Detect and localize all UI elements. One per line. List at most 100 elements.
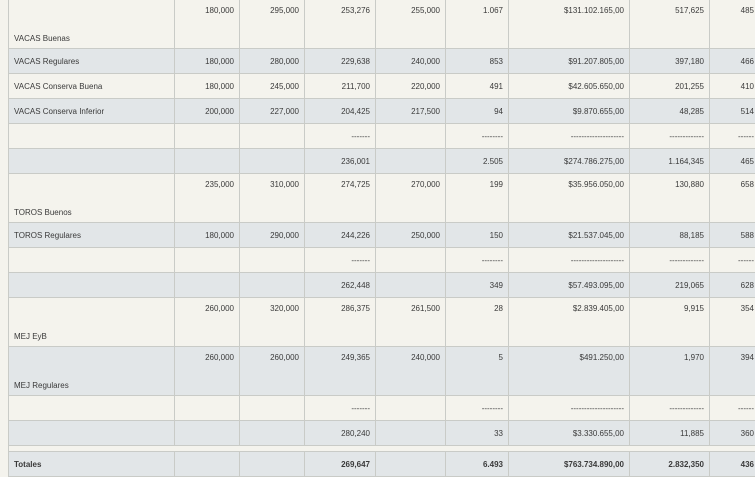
- avg-weight-cell: 354: [710, 298, 755, 347]
- min-price-cell: [175, 149, 240, 174]
- avg-weight-cell: 465: [710, 149, 755, 174]
- mode-price-cell: 261,500: [376, 298, 446, 347]
- category-cell: VACAS Regulares: [9, 49, 175, 74]
- category-cell: Totales: [9, 452, 175, 477]
- min-price-cell: [175, 124, 240, 149]
- category-cell: [9, 124, 175, 149]
- kilos-cell: 2.832,350: [630, 452, 710, 477]
- max-price-cell: 310,000: [240, 174, 305, 223]
- avg-price-cell: 236,001: [305, 149, 376, 174]
- category-cell: [9, 248, 175, 273]
- separator-row: ----------------------------------------…: [9, 248, 755, 273]
- amount-cell: $274.786.275,00: [509, 149, 630, 174]
- min-price-cell: 180,000: [175, 0, 240, 49]
- amount-cell: $21.537.045,00: [509, 223, 630, 248]
- amount-cell: --------------------: [509, 396, 630, 421]
- min-price-cell: 180,000: [175, 49, 240, 74]
- head-count-cell: 491: [446, 74, 509, 99]
- avg-price-cell: -------: [305, 124, 376, 149]
- max-price-cell: 260,000: [240, 347, 305, 396]
- avg-weight-cell: 436: [710, 452, 755, 477]
- kilos-cell: 1.164,345: [630, 149, 710, 174]
- kilos-cell: 219,065: [630, 273, 710, 298]
- amount-cell: $131.102.165,00: [509, 0, 630, 49]
- mode-price-cell: [376, 396, 446, 421]
- max-price-cell: 280,000: [240, 49, 305, 74]
- kilos-cell: 397,180: [630, 49, 710, 74]
- category-cell: TOROS Buenos: [9, 174, 175, 223]
- category-cell: [9, 396, 175, 421]
- mode-price-cell: 220,000: [376, 74, 446, 99]
- category-cell: [9, 273, 175, 298]
- max-price-cell: 320,000: [240, 298, 305, 347]
- amount-cell: $491.250,00: [509, 347, 630, 396]
- head-count-cell: 150: [446, 223, 509, 248]
- kilos-cell: 9,915: [630, 298, 710, 347]
- avg-price-cell: 211,700: [305, 74, 376, 99]
- mode-price-cell: 255,000: [376, 0, 446, 49]
- min-price-cell: 260,000: [175, 347, 240, 396]
- mode-price-cell: [376, 248, 446, 273]
- max-price-cell: 295,000: [240, 0, 305, 49]
- head-count-cell: 6.493: [446, 452, 509, 477]
- avg-weight-cell: 658: [710, 174, 755, 223]
- avg-weight-cell: 514: [710, 99, 755, 124]
- amount-cell: $763.734.890,00: [509, 452, 630, 477]
- avg-weight-cell: ------: [710, 248, 755, 273]
- avg-price-cell: 229,638: [305, 49, 376, 74]
- separator-row: ----------------------------------------…: [9, 396, 755, 421]
- separator-row: ----------------------------------------…: [9, 124, 755, 149]
- avg-price-cell: 262,448: [305, 273, 376, 298]
- mode-price-cell: 240,000: [376, 49, 446, 74]
- head-count-cell: 28: [446, 298, 509, 347]
- avg-weight-cell: 485: [710, 0, 755, 49]
- max-price-cell: [240, 149, 305, 174]
- mode-price-cell: [376, 273, 446, 298]
- mode-price-cell: 270,000: [376, 174, 446, 223]
- mode-price-cell: [376, 149, 446, 174]
- kilos-cell: 88,185: [630, 223, 710, 248]
- min-price-cell: [175, 273, 240, 298]
- kilos-cell: -------------: [630, 124, 710, 149]
- min-price-cell: 260,000: [175, 298, 240, 347]
- head-count-cell: 853: [446, 49, 509, 74]
- amount-cell: $42.605.650,00: [509, 74, 630, 99]
- mode-price-cell: 240,000: [376, 347, 446, 396]
- avg-weight-cell: 394: [710, 347, 755, 396]
- kilos-cell: -------------: [630, 248, 710, 273]
- amount-cell: $57.493.095,00: [509, 273, 630, 298]
- avg-weight-cell: 410: [710, 74, 755, 99]
- kilos-cell: 48,285: [630, 99, 710, 124]
- category-cell: MEJ EyB: [9, 298, 175, 347]
- min-price-cell: 180,000: [175, 74, 240, 99]
- head-count-cell: 1.067: [446, 0, 509, 49]
- avg-price-cell: 286,375: [305, 298, 376, 347]
- min-price-cell: 200,000: [175, 99, 240, 124]
- avg-price-cell: 274,725: [305, 174, 376, 223]
- amount-cell: $9.870.655,00: [509, 99, 630, 124]
- min-price-cell: 235,000: [175, 174, 240, 223]
- category-cell: VACAS Buenas: [9, 0, 175, 49]
- kilos-cell: -------------: [630, 396, 710, 421]
- avg-weight-cell: 588: [710, 223, 755, 248]
- kilos-cell: 517,625: [630, 0, 710, 49]
- mode-price-cell: 217,500: [376, 99, 446, 124]
- avg-weight-cell: ------: [710, 124, 755, 149]
- amount-cell: $91.207.805,00: [509, 49, 630, 74]
- head-count-cell: 199: [446, 174, 509, 223]
- max-price-cell: [240, 248, 305, 273]
- max-price-cell: [240, 452, 305, 477]
- max-price-cell: [240, 124, 305, 149]
- head-count-cell: 349: [446, 273, 509, 298]
- category-cell: VACAS Conserva Buena: [9, 74, 175, 99]
- head-count-cell: 2.505: [446, 149, 509, 174]
- category-cell: [9, 149, 175, 174]
